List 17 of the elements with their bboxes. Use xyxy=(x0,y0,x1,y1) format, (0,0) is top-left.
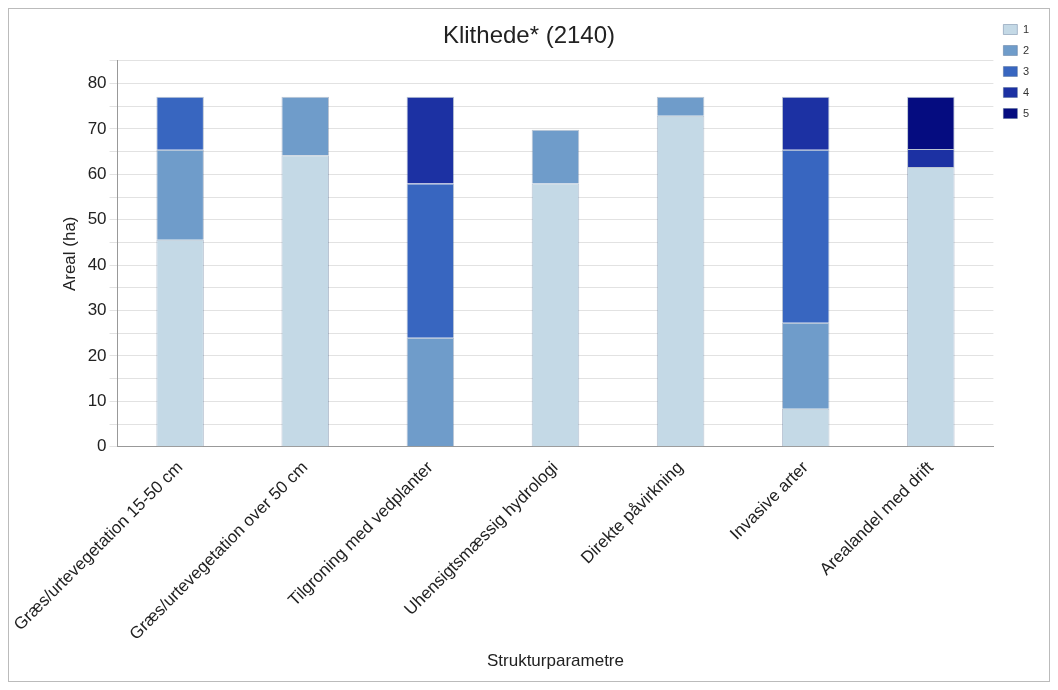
y-tick-label: 40 xyxy=(87,254,107,274)
legend-label: 3 xyxy=(1022,64,1030,77)
x-axis-title: Strukturparametre xyxy=(486,651,624,671)
y-tick-label: 10 xyxy=(87,391,107,411)
legend-label: 4 xyxy=(1022,85,1030,98)
y-tick-label: 60 xyxy=(87,164,107,184)
y-tick-label: 0 xyxy=(97,436,107,456)
legend-label: 1 xyxy=(1022,22,1030,35)
y-tick-label: 30 xyxy=(87,300,107,320)
chart-title: Klithede* (2140) xyxy=(442,21,616,49)
legend-label: 5 xyxy=(1022,106,1030,119)
legend-label: 2 xyxy=(1022,43,1030,56)
y-axis-title: Areal (ha) xyxy=(60,216,80,292)
y-tick-label: 50 xyxy=(87,209,107,229)
y-tick-label: 20 xyxy=(87,345,107,365)
y-tick-label: 70 xyxy=(87,118,107,138)
y-tick-label: 80 xyxy=(87,73,107,93)
